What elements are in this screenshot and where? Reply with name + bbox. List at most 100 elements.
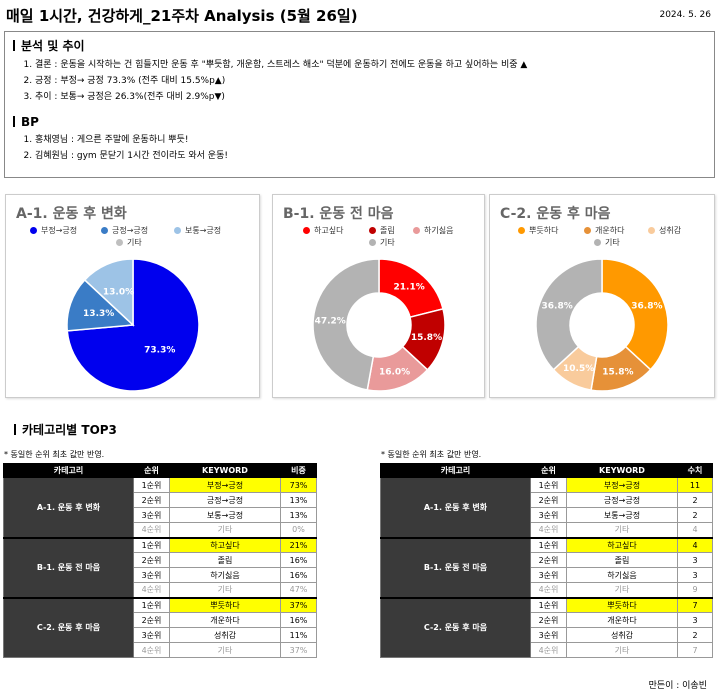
category-cell: A-1. 운동 후 변화 — [380, 477, 531, 538]
rank-cell: 4순위 — [530, 522, 567, 538]
chart-title: A-1. 운동 후 변화 — [16, 206, 127, 222]
rank-cell: 4순위 — [133, 522, 170, 538]
legend-item: 뿌듯하다 — [518, 225, 558, 236]
pct-cell: 11% — [280, 627, 317, 643]
table-row: C-2. 운동 후 마음 1순위 뿌듯하다 7 — [380, 596, 713, 658]
rank-cell: 3순위 — [133, 567, 170, 583]
keyword-cell: 기타 — [169, 582, 281, 598]
legend-item: 개운하다 — [584, 225, 624, 236]
table-row: A-1. 운동 후 변화 1순위 부정→긍정 73% — [3, 477, 317, 538]
col-header: 카테고리 — [3, 463, 134, 478]
table-row: B-1. 운동 전 마음 1순위 하고싶다 21% — [3, 536, 317, 598]
page-title: 매일 1시간, 건강하게_21주차 Analysis (5월 26일) — [6, 7, 358, 25]
table-row: 4순위 기타 37% — [4, 642, 317, 658]
analysis-heading: 분석 및 추이 — [13, 37, 714, 54]
rank-cell: 2순위 — [530, 612, 567, 628]
rank-cell: 4순위 — [133, 582, 170, 598]
top3-table-count: 카테고리 순위 KEYWORD 수치 A-1. 운동 후 변화 1순위 부정→긍정 1… — [380, 463, 713, 658]
data-label: 10.5% — [563, 364, 594, 374]
col-header: 비중 — [280, 463, 317, 478]
keyword-cell: 성취감 — [169, 627, 281, 643]
table-row: 2순위 개운하다 16% — [4, 612, 317, 628]
count-cell: 7 — [677, 596, 713, 613]
count-cell: 2 — [677, 507, 713, 523]
table-row: 4순위 기타 0% — [4, 522, 317, 538]
top3-note-left: * 동일한 순위 최초 값만 반영. — [4, 450, 105, 459]
pct-cell: 13% — [280, 492, 317, 508]
chart-legend: 뿌듯하다 개운하다 성취감 기타 — [490, 225, 716, 249]
category-cell: C-2. 운동 후 마음 — [3, 596, 134, 658]
legend-item: 하기싫음 — [413, 225, 453, 236]
pct-cell: 16% — [280, 552, 317, 568]
legend-item: 기타 — [594, 237, 620, 248]
count-cell: 3 — [677, 567, 713, 583]
analysis-item: 결론 : 운동을 시작하는 건 힘들지만 운동 후 "뿌듯함, 개운함, 스트레… — [35, 57, 714, 73]
data-label: 21.1% — [394, 282, 425, 292]
col-header: 순위 — [530, 463, 567, 478]
legend-item: 기타 — [116, 237, 142, 248]
rank-cell: 3순위 — [133, 507, 170, 523]
table-row: 4순위 기타 7 — [381, 642, 713, 658]
chart-card-a: A-1. 운동 후 변화 부정→긍정 긍정→긍정 보통→긍정 기타 73.3% 1… — [5, 194, 260, 398]
count-cell: 2 — [677, 627, 713, 643]
slice-기타 — [535, 258, 603, 371]
bp-list: 홍채영님 : 게으른 주말에 운동하니 뿌듯! 김혜원님 : gym 문닫기 1… — [35, 132, 714, 164]
analysis-item: 추이 : 보통→ 긍정은 26.3%(전주 대비 2.9%p▼) — [35, 89, 714, 105]
table-row: 2순위 개운하다 3 — [381, 612, 713, 628]
rank-cell: 2순위 — [133, 552, 170, 568]
table-row: 2순위 긍정→긍정 2 — [381, 492, 713, 508]
rank-cell: 1순위 — [133, 477, 170, 493]
rank-cell: 3순위 — [530, 627, 567, 643]
rank-cell: 4순위 — [133, 642, 170, 658]
keyword-cell: 하기싫음 — [169, 567, 281, 583]
table-row: 3순위 보통→긍정 13% — [4, 507, 317, 523]
data-label: 16.0% — [379, 367, 410, 377]
pct-cell: 13% — [280, 507, 317, 523]
rank-cell: 2순위 — [530, 492, 567, 508]
chart-card-b: B-1. 운동 전 마음 하고싶다 졸림 하기싫음 기타 21.1% 15.8% 1… — [272, 194, 485, 398]
count-cell: 4 — [677, 522, 713, 538]
count-cell: 2 — [677, 492, 713, 508]
pct-cell: 21% — [280, 536, 317, 553]
keyword-cell: 기타 — [169, 522, 281, 538]
top3-heading: 카테고리별 TOP3 — [14, 421, 117, 438]
table-row: 3순위 하기싫음 16% — [4, 567, 317, 583]
col-header: KEYWORD — [566, 463, 678, 478]
category-cell: C-2. 운동 후 마음 — [380, 596, 531, 658]
count-cell: 4 — [677, 536, 713, 553]
bp-heading: BP — [13, 115, 714, 129]
rank-cell: 4순위 — [530, 642, 567, 658]
legend-item: 기타 — [369, 237, 395, 248]
table-row: 2순위 졸림 3 — [381, 552, 713, 568]
chart-title: C-2. 운동 후 마음 — [500, 206, 611, 222]
legend-item: 성취감 — [648, 225, 681, 236]
slice-뿌듯하다 — [601, 258, 669, 371]
analysis-list: 결론 : 운동을 시작하는 건 힘들지만 운동 후 "뿌듯함, 개운함, 스트레… — [35, 57, 714, 105]
keyword-cell: 뿌듯하다 — [169, 596, 281, 613]
category-cell: B-1. 운동 전 마음 — [3, 536, 134, 598]
col-header: 순위 — [133, 463, 170, 478]
keyword-cell: 뿌듯하다 — [566, 596, 678, 613]
keyword-cell: 긍정→긍정 — [169, 492, 281, 508]
table-row: C-2. 운동 후 마음 1순위 뿌듯하다 37% — [3, 596, 317, 658]
chart-title: B-1. 운동 전 마음 — [283, 206, 394, 222]
rank-cell: 1순위 — [530, 477, 567, 493]
slice-기타 — [312, 258, 380, 391]
top3-table-pct: 카테고리 순위 KEYWORD 비중 A-1. 운동 후 변화 1순위 부정→긍정 7… — [3, 463, 317, 658]
pct-cell: 37% — [280, 596, 317, 613]
pct-cell: 16% — [280, 567, 317, 583]
rank-cell: 3순위 — [530, 567, 567, 583]
data-label: 13.0% — [103, 288, 134, 298]
pct-cell: 16% — [280, 612, 317, 628]
doughnut-chart: 21.1% 15.8% 16.0% 47.2% — [312, 258, 446, 392]
keyword-cell: 기타 — [169, 642, 281, 658]
legend-item: 부정→긍정 — [30, 225, 77, 236]
table-row: B-1. 운동 전 마음 1순위 하고싶다 4 — [380, 536, 713, 598]
doughnut-chart: 36.8% 15.8% 10.5% 36.8% — [535, 258, 669, 392]
rank-cell: 1순위 — [530, 596, 567, 613]
rank-cell: 2순위 — [133, 492, 170, 508]
rank-cell: 1순위 — [530, 536, 567, 553]
rank-cell: 3순위 — [530, 507, 567, 523]
slice-긍정→긍정 — [66, 278, 135, 332]
analysis-item: 긍정 : 부정→ 긍정 73.3% (전주 대비 15.5%p▲) — [35, 73, 714, 89]
